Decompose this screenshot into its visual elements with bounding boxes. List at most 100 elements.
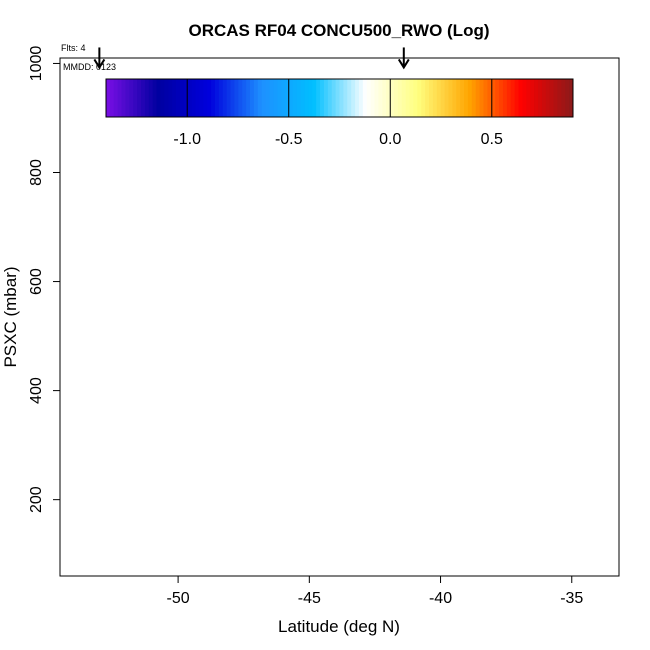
colorbar-cell	[144, 79, 150, 117]
colorbar-cell	[327, 79, 333, 117]
colorbar-cell	[557, 79, 562, 117]
colorbar-cell	[495, 79, 500, 117]
date-label: MMDD: 0123	[63, 62, 116, 72]
colorbar-cell	[117, 79, 123, 117]
colorbar-cell	[152, 79, 158, 117]
colorbar-cell	[121, 79, 126, 117]
colorbar-cell	[541, 79, 547, 117]
colorbar-cell	[179, 79, 185, 117]
y-tick-label: 400	[28, 377, 45, 404]
colorbar-cell	[417, 79, 422, 117]
colorbar-cell	[238, 79, 243, 117]
colorbar-cell	[156, 79, 161, 117]
colorbar-cell	[448, 79, 453, 117]
colorbar-cell	[109, 79, 115, 117]
colorbar-tick-label: -1.0	[173, 131, 201, 148]
colorbar-cell	[460, 79, 465, 117]
colorbar-cell	[285, 79, 290, 117]
colorbar-cell	[265, 79, 270, 117]
colorbar-cell	[277, 79, 282, 117]
down-arrow-head	[93, 58, 106, 70]
colorbar-cell	[304, 79, 309, 117]
colorbar-cell	[148, 79, 154, 117]
x-tick-label: -50	[167, 590, 190, 607]
colorbar-cell	[141, 79, 146, 117]
colorbar-cell	[308, 79, 313, 117]
x-axis-label: Latitude (deg N)	[278, 617, 400, 636]
down-arrow-head	[397, 58, 410, 70]
colorbar-cell	[475, 79, 481, 117]
colorbar-cell	[436, 79, 442, 117]
colorbar-cell	[249, 79, 255, 117]
colorbar-cell	[502, 79, 508, 117]
y-axis-label: PSXC (mbar)	[1, 266, 20, 367]
colorbar-cell	[518, 79, 523, 117]
colorbar-cell	[526, 79, 531, 117]
colorbar-cell	[425, 79, 430, 117]
colorbar-cell	[370, 79, 376, 117]
flights-label: Flts: 4	[61, 43, 86, 53]
colorbar-cell	[390, 79, 395, 117]
colorbar-cell	[401, 79, 407, 117]
colorbar-cell	[281, 79, 286, 117]
colorbar-cell	[176, 79, 181, 117]
colorbar-cell	[199, 79, 204, 117]
y-tick-label: 200	[28, 486, 45, 513]
colorbar-cell	[125, 79, 130, 117]
colorbar-cell	[382, 79, 387, 117]
colorbar-cell	[479, 79, 484, 117]
colorbar-cell	[323, 79, 329, 117]
colorbar-cell	[183, 79, 189, 117]
colorbar-cell	[534, 79, 539, 117]
colorbar-cell	[339, 79, 344, 117]
colorbar-cell	[335, 79, 340, 117]
colorbar-cell	[218, 79, 224, 117]
colorbar-cell	[522, 79, 527, 117]
colorbar-cell	[222, 79, 228, 117]
colorbar: -1.0 -0.5 0.0 0.5	[105, 78, 574, 148]
x-tick-label: -35	[560, 590, 583, 607]
colorbar-cell	[483, 79, 488, 117]
colorbar-cell	[358, 79, 364, 117]
colorbar-cell	[242, 79, 247, 117]
colorbar-cell	[168, 79, 173, 117]
colorbar-cell	[253, 79, 259, 117]
colorbar-cell	[343, 79, 348, 117]
y-tick-label: 600	[28, 268, 45, 295]
colorbar-cell	[312, 79, 317, 117]
colorbar-cell	[133, 79, 138, 117]
colorbar-cell	[234, 79, 239, 117]
colorbar-cell	[137, 79, 142, 117]
x-tick-label: -45	[298, 590, 321, 607]
colorbar-cell	[129, 79, 134, 117]
colorbar-cell	[378, 79, 383, 117]
colorbar-cell	[300, 79, 305, 117]
plot-frame	[59, 57, 620, 577]
colorbar-cell	[549, 79, 555, 117]
colorbar-cell	[316, 79, 321, 117]
colorbar-cell	[296, 79, 302, 117]
colorbar-cell	[331, 79, 337, 117]
colorbar-cell	[537, 79, 543, 117]
colorbar-cell	[569, 79, 574, 117]
colorbar-cell	[273, 79, 278, 117]
colorbar-cell	[187, 79, 193, 117]
colorbar-cell	[393, 79, 399, 117]
colorbar-tick-label: 0.0	[379, 131, 401, 148]
colorbar-cell	[366, 79, 372, 117]
colorbar-cell	[207, 79, 212, 117]
colorbar-cell	[226, 79, 232, 117]
colorbar-cell	[491, 79, 496, 117]
x-tick-label: -40	[429, 590, 452, 607]
colorbar-tick-label: 0.5	[481, 131, 503, 148]
colorbar-cell	[351, 79, 356, 117]
colorbar-cell	[440, 79, 446, 117]
colorbar-cell	[355, 79, 360, 117]
colorbar-cell	[487, 79, 492, 117]
colorbar-cell	[405, 79, 411, 117]
colorbar-cell	[432, 79, 438, 117]
colorbar-cell	[530, 79, 535, 117]
colorbar-cell	[261, 79, 267, 117]
colorbar-cell	[113, 79, 119, 117]
